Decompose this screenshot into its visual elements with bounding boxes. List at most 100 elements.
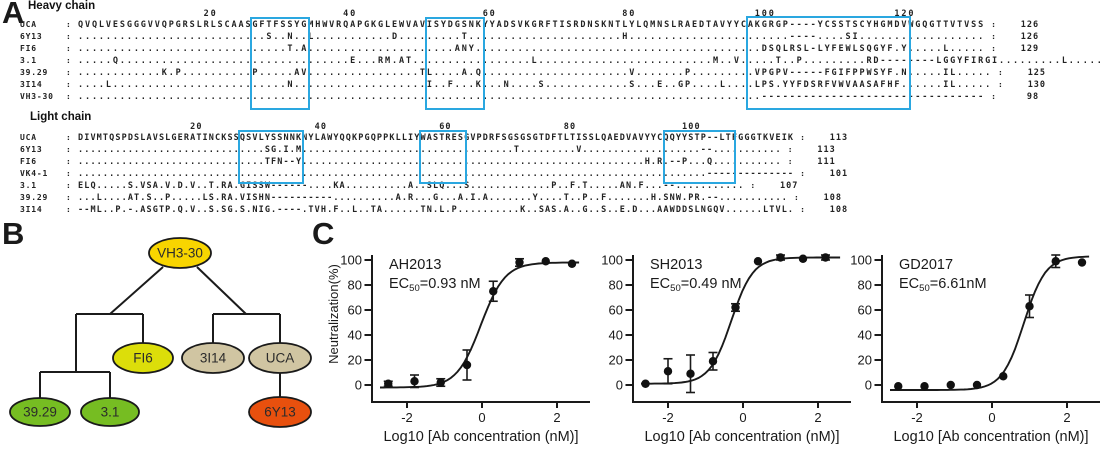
- y-tick-label: 100: [601, 253, 623, 268]
- tree-node-label-3-1: 3.1: [101, 405, 120, 420]
- sequence-name: UCA: [20, 133, 37, 142]
- tree-node-vh3-30: [148, 237, 212, 269]
- tree-node-6y13: [248, 396, 312, 428]
- data-point: [731, 303, 740, 312]
- sequence-text: ...........................S..N..L......…: [78, 32, 986, 42]
- sequence-name: 3I14: [20, 205, 43, 214]
- colon: :: [991, 32, 996, 41]
- tree-node-label-6y13: 6Y13: [264, 405, 296, 420]
- sequence-row-UCA: UCA: DIVMTQSPDSLAVSLGERATINCKSSQSVLYSSNNK…: [20, 132, 848, 144]
- data-point: [410, 377, 419, 386]
- sequence-length: 111: [817, 157, 836, 167]
- x-tick-label: 2: [814, 410, 821, 425]
- x-tick-label: 0: [988, 410, 995, 425]
- sequence-name: 3.1: [20, 56, 37, 65]
- sequence-length: 113: [829, 133, 849, 143]
- data-point: [708, 357, 718, 366]
- neutralization-plot-ah2013: 0 20 40 60 80 100 -2 0 2 AH2013 EC50=0.93 nM Log10 …: [340, 253, 590, 445]
- sequence-name: UCA: [20, 20, 37, 29]
- colon: :: [66, 133, 71, 142]
- colon: :: [750, 181, 756, 190]
- sequence-text: ..............................T.A.......…: [78, 44, 986, 54]
- x-tick-label: -2: [911, 410, 923, 425]
- sequence-name: 3.1: [20, 181, 37, 190]
- x-axis-title: Log10 [Ab concentration (nM)]: [383, 429, 578, 445]
- sequence-row-3I14: 3I14: --ML..P.-.ASGTP.Q.V..S.SG.S.NIG.---…: [20, 204, 848, 216]
- sequence-row-VK4-1: VK4-1:..................................…: [20, 168, 848, 180]
- ruler-numbers: 20 40 60 80 100 120: [78, 9, 916, 19]
- y-tick-label: 0: [865, 378, 872, 393]
- sequence-text: ....L.........................N.........…: [78, 80, 993, 90]
- x-tick-label: -2: [662, 410, 674, 425]
- sequence-name: FI6: [20, 157, 37, 166]
- panel-b-label: B: [2, 216, 25, 251]
- sequence-text: .....Q.................................E…: [78, 56, 1104, 66]
- data-point: [489, 287, 498, 296]
- sequence-length: 130: [1027, 80, 1047, 90]
- data-point: [384, 379, 393, 388]
- sequence-length: 125: [1027, 68, 1047, 78]
- sequence-length: 126: [1020, 20, 1040, 30]
- sequence-name: 3I14: [20, 80, 43, 89]
- y-tick-label: 60: [858, 303, 872, 318]
- x-axis-title: Log10 [Ab concentration (nM)]: [893, 429, 1088, 445]
- sequence-name: VH3-30: [20, 92, 54, 101]
- x-tick-label: 0: [739, 410, 746, 425]
- data-point: [1025, 302, 1034, 311]
- tree-branch: [109, 266, 164, 315]
- sequence-name: FI6: [20, 44, 37, 53]
- ec50-label: EC50=0.49 nM: [650, 276, 742, 294]
- y-tick-label: 80: [609, 278, 623, 293]
- y-tick-label: 80: [348, 278, 362, 293]
- panel-c-label: C: [312, 216, 335, 251]
- colon: :: [66, 181, 71, 190]
- colon: :: [66, 80, 71, 89]
- sequence-text: ........................................…: [78, 169, 795, 179]
- data-point: [821, 253, 830, 262]
- y-tick-label: 60: [609, 303, 623, 318]
- data-point: [686, 369, 695, 378]
- sequence-row-39.29: 39.29: ............K.P..........P.....AV.…: [20, 67, 1107, 79]
- data-point: [999, 372, 1008, 381]
- colon: :: [787, 157, 793, 166]
- data-point: [946, 380, 955, 390]
- sequence-text: --ML..P.-.ASGTP.Q.V..S.SG.S.NIG.----.TVH…: [78, 205, 795, 215]
- heavy-chain-alignment: 20 40 60 80 100 120 UCA: QVQLVESGGGVVQPGRS…: [20, 8, 1107, 103]
- colon: :: [66, 169, 71, 178]
- sequence-text: ...L....AT.S..P.....LS.RA.VISHN---------…: [78, 193, 788, 203]
- sequence-length: 108: [829, 205, 849, 215]
- ec50-label: EC50=0.93 nM: [389, 276, 481, 294]
- ruler-row: 20 40 60 80 100 120: [20, 8, 1107, 19]
- x-tick-label: 2: [553, 410, 560, 425]
- tree-node-uca: [248, 342, 312, 374]
- sequence-text: DIVMTQSPDSLAVSLGERATINCKSSQSVLYSSNNKNYLA…: [78, 133, 795, 143]
- phylogenetic-tree: VH3-30 FI6 39.29 3.1 3I14 UCA 6Y13: [9, 237, 312, 428]
- data-point: [663, 367, 673, 376]
- colon: :: [793, 193, 799, 202]
- colon: :: [66, 56, 71, 65]
- sequence-row-VH3-30: VH3-30:.................................…: [20, 91, 1107, 103]
- sequence-name: VK4-1: [20, 169, 49, 178]
- sequence-text: ........................................…: [78, 92, 986, 102]
- data-point: [641, 379, 650, 388]
- data-point: [972, 380, 982, 390]
- colon: :: [991, 20, 996, 29]
- sequence-name: 6Y13: [20, 145, 43, 154]
- colon: :: [66, 92, 71, 101]
- cdr-box-light-1: [238, 130, 304, 184]
- tree-node-3-1: [80, 397, 140, 427]
- x-tick-label: -2: [401, 410, 413, 425]
- sequence-text: ..............................TFN--Y....…: [78, 157, 782, 167]
- cdr-box-light-3: [663, 130, 736, 184]
- colon: :: [787, 145, 793, 154]
- colon: :: [66, 157, 71, 166]
- plot-title: GD2017: [899, 257, 953, 273]
- neutralization-plot-gd2017: 0 20 40 60 80 100 -2 0 2 GD2017 EC50=6.61nM Log10 […: [850, 253, 1100, 445]
- y-tick-label: 20: [858, 353, 872, 368]
- data-point: [462, 360, 472, 370]
- sequence-length: 129: [1020, 44, 1040, 54]
- tree-node-3i14: [181, 342, 245, 374]
- sequence-length: 98: [1026, 92, 1040, 102]
- tree-node-label-uca: UCA: [266, 351, 295, 366]
- colon: :: [66, 205, 71, 214]
